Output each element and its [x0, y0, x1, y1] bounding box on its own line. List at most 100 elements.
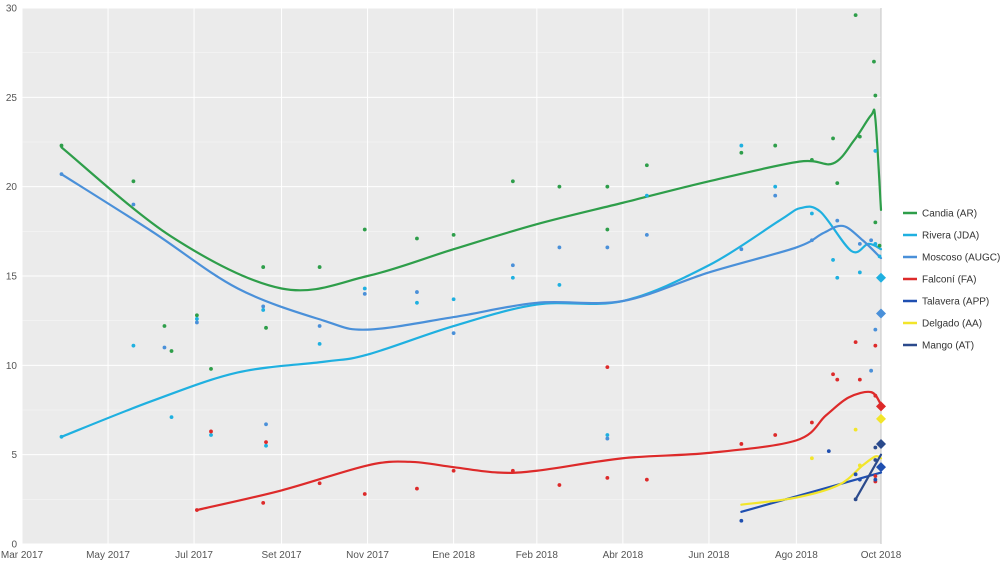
poll-point — [317, 265, 322, 269]
poll-point — [873, 327, 878, 332]
poll-point — [873, 445, 878, 450]
trend-line — [740, 471, 883, 513]
poll-point — [873, 149, 878, 153]
poll-point — [362, 291, 367, 296]
poll-point — [869, 368, 874, 373]
poll-point — [451, 297, 456, 302]
x-tick-label: Jun 2018 — [688, 550, 730, 561]
result-marker — [876, 308, 886, 319]
poll-point — [835, 218, 840, 223]
poll-point — [857, 463, 862, 468]
legend: Candia (AR) Rivera (JDA) Moscoso (AUGC) Fal… — [903, 209, 1000, 352]
poll-point — [644, 233, 649, 237]
poll-point — [835, 377, 840, 382]
poll-point — [831, 372, 835, 377]
legend-label: Delgado (AA) — [922, 319, 982, 330]
poll-point — [131, 202, 136, 207]
poll-point — [831, 136, 835, 141]
poll-point — [510, 468, 515, 473]
x-tick-label: Ago 2018 — [775, 550, 818, 561]
legend-label: Candia (AR) — [922, 209, 977, 220]
result-marker — [876, 438, 886, 449]
poll-point — [857, 241, 862, 246]
poll-point — [853, 13, 858, 18]
poll-point — [169, 415, 174, 420]
trend-line — [740, 455, 883, 506]
poll-point — [873, 474, 878, 479]
x-tick-label: May 2017 — [86, 550, 130, 561]
x-tick-label: Set 2017 — [262, 550, 302, 561]
y-tick-label: 10 — [6, 361, 18, 372]
poll-point — [644, 163, 649, 168]
poll-point — [644, 193, 649, 198]
poll-point — [605, 475, 610, 480]
poll-point — [873, 393, 878, 398]
poll-point — [451, 468, 456, 473]
poll-point — [873, 343, 878, 348]
poll-point — [644, 477, 649, 482]
poll-point — [510, 179, 515, 184]
poll-point — [739, 442, 744, 446]
poll-point — [857, 377, 862, 382]
legend-label: Talavera (APP) — [922, 297, 989, 308]
y-tick-label: 30 — [6, 4, 18, 15]
trend-line — [854, 453, 883, 501]
poll-point — [131, 179, 136, 184]
poll-point — [195, 313, 199, 318]
x-tick-label: Mar 2017 — [1, 550, 44, 561]
poll-point — [195, 320, 199, 325]
result-marker — [876, 401, 886, 412]
legend-label: Moscoso (AUGC) — [922, 253, 1000, 264]
poll-point — [873, 241, 878, 246]
poll-point — [162, 345, 167, 350]
poll-point — [809, 211, 814, 216]
poll-point — [264, 443, 268, 448]
poll-point — [857, 477, 862, 482]
result-marker — [876, 462, 886, 473]
poll-point — [739, 150, 744, 155]
poll-point — [877, 243, 882, 248]
poll-point — [877, 254, 882, 259]
result-marker — [876, 272, 886, 283]
poll-point — [853, 472, 858, 477]
poll-point — [557, 483, 562, 487]
poll-point — [264, 422, 268, 427]
poll-point — [510, 263, 515, 268]
poll-points — [59, 13, 882, 523]
poll-point — [773, 433, 778, 437]
poll-point — [317, 481, 322, 486]
poll-point — [835, 275, 840, 280]
y-axis-ticks: 0 5 10 15 20 25 30 — [6, 4, 18, 551]
poll-point — [605, 436, 610, 441]
trend-line — [195, 390, 883, 512]
poll-point — [317, 324, 322, 328]
poll-point — [169, 349, 174, 353]
poll-point — [826, 449, 831, 453]
trend-line — [60, 108, 883, 292]
poll-point — [415, 290, 419, 294]
poll-point — [873, 220, 878, 225]
y-tick-label: 25 — [6, 93, 18, 104]
trend-line — [60, 173, 883, 331]
poll-point — [809, 420, 814, 425]
result-marker — [876, 413, 886, 424]
poll-point — [873, 93, 878, 98]
poll-point — [362, 286, 367, 291]
poll-point — [261, 304, 266, 309]
x-tick-label: Feb 2018 — [516, 550, 559, 561]
legend-label: Mango (AT) — [922, 341, 974, 352]
poll-point — [317, 341, 322, 346]
poll-point — [451, 331, 456, 336]
poll-point — [739, 143, 744, 148]
legend-label: Rivera (JDA) — [922, 231, 979, 242]
poll-point — [835, 181, 840, 185]
poll-point — [873, 477, 878, 482]
poll-point — [261, 308, 266, 312]
poll-point — [59, 434, 64, 439]
poll-point — [59, 143, 64, 148]
result-markers — [876, 272, 886, 473]
poll-point — [809, 157, 814, 162]
poll-point — [59, 172, 64, 177]
poll-point — [773, 143, 778, 148]
